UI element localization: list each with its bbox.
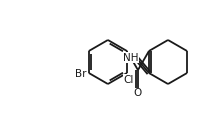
- Text: O: O: [134, 88, 142, 98]
- Text: Cl: Cl: [124, 75, 134, 85]
- Text: N: N: [128, 52, 136, 62]
- Text: NH: NH: [123, 53, 138, 63]
- Text: Br: Br: [75, 69, 87, 79]
